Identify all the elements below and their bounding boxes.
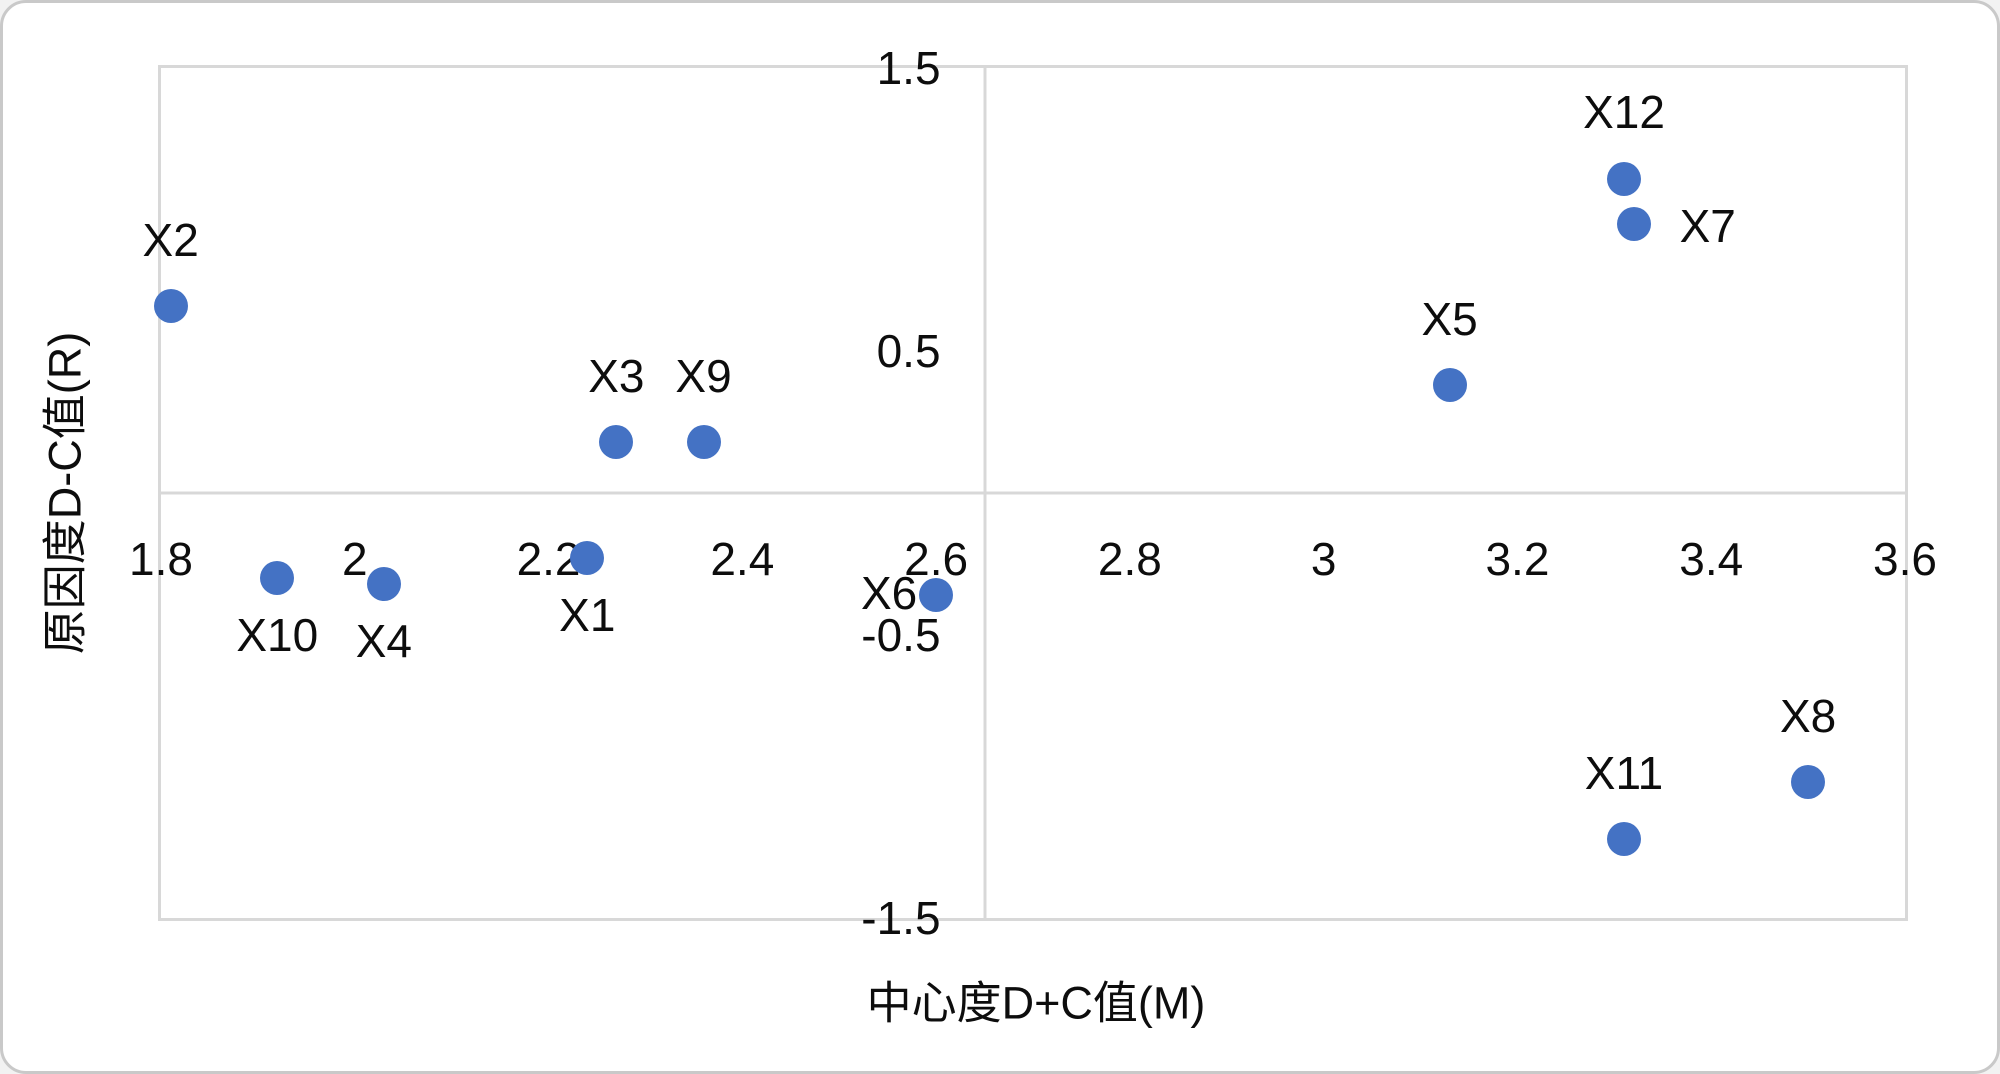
plot-area: 1.8 2 2.2 2.4 2.6 2.8 3 3.2 3.4 3.6 1.5 0.5 -0.5 -1.5…	[129, 45, 1937, 941]
data-point	[599, 425, 634, 459]
data-point-label: X11	[1584, 746, 1664, 799]
x-tick-label: 2.8	[1097, 533, 1162, 585]
horizontal-quadrant-line	[161, 491, 1905, 495]
y-tick-label: 1.5	[876, 42, 941, 94]
data-point	[260, 561, 295, 595]
y-tick-label: -0.5	[861, 608, 941, 661]
x-tick-label: 1.8	[129, 533, 193, 585]
data-point	[1607, 161, 1642, 196]
x-tick-label: 3.6	[1873, 533, 1937, 585]
x-tick-label: 3	[1310, 533, 1337, 585]
x-tick-label: 2.4	[710, 533, 775, 585]
data-point-label: X12	[1583, 86, 1665, 139]
y-axis-title: 原因度D-C值(R)	[39, 331, 91, 655]
data-point-label: X9	[675, 350, 732, 402]
data-point	[570, 541, 605, 576]
data-point-label: X7	[1679, 199, 1736, 252]
x-tick-label: 3.2	[1485, 533, 1550, 585]
y-tick-label: -1.5	[861, 892, 941, 944]
data-point-label: X8	[1779, 690, 1837, 742]
data-point-label: X6	[860, 567, 918, 619]
data-point	[686, 425, 721, 459]
x-tick-label: 2.2	[516, 533, 581, 585]
x-axis-title: 中心度D+C值(M)	[866, 977, 1206, 1029]
data-point-label: X10	[236, 609, 319, 661]
data-point-label: X5	[1421, 293, 1478, 346]
data-point	[1607, 821, 1642, 856]
data-point	[366, 566, 401, 601]
x-tick-label: 2	[341, 533, 368, 585]
data-point-label: X3	[588, 350, 645, 402]
data-point	[919, 578, 954, 612]
data-point-label: X4	[355, 614, 412, 667]
x-tick-label: 2.6	[904, 533, 969, 585]
data-point	[1616, 206, 1651, 241]
data-point	[1432, 368, 1467, 403]
x-tick-label: 3.4	[1679, 533, 1744, 585]
data-point	[1791, 765, 1826, 799]
data-point-label: X2	[142, 214, 199, 266]
data-point	[153, 289, 188, 323]
data-point-label: X1	[559, 589, 616, 642]
y-tick-label: 0.5	[876, 325, 941, 378]
